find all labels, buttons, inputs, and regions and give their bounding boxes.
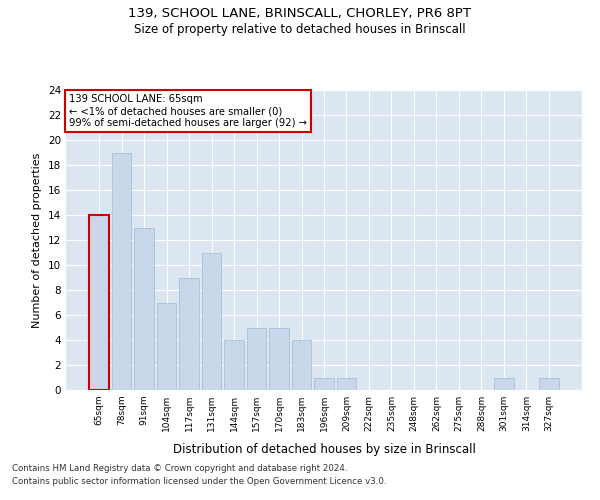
Bar — [247, 328, 266, 390]
Bar — [292, 340, 311, 390]
Text: Contains HM Land Registry data © Crown copyright and database right 2024.: Contains HM Land Registry data © Crown c… — [12, 464, 347, 473]
Bar — [134, 228, 154, 390]
Text: Distribution of detached houses by size in Brinscall: Distribution of detached houses by size … — [173, 442, 475, 456]
Text: Contains public sector information licensed under the Open Government Licence v3: Contains public sector information licen… — [12, 476, 386, 486]
Bar — [89, 215, 109, 390]
Text: 139, SCHOOL LANE, BRINSCALL, CHORLEY, PR6 8PT: 139, SCHOOL LANE, BRINSCALL, CHORLEY, PR… — [128, 8, 472, 20]
Bar — [157, 302, 176, 390]
Bar — [224, 340, 244, 390]
Bar — [494, 378, 514, 390]
Bar — [202, 252, 221, 390]
Bar — [269, 328, 289, 390]
Bar — [314, 378, 334, 390]
Bar — [539, 378, 559, 390]
Bar — [112, 152, 131, 390]
Text: 139 SCHOOL LANE: 65sqm
← <1% of detached houses are smaller (0)
99% of semi-deta: 139 SCHOOL LANE: 65sqm ← <1% of detached… — [68, 94, 307, 128]
Bar — [337, 378, 356, 390]
Y-axis label: Number of detached properties: Number of detached properties — [32, 152, 43, 328]
Bar — [179, 278, 199, 390]
Text: Size of property relative to detached houses in Brinscall: Size of property relative to detached ho… — [134, 22, 466, 36]
